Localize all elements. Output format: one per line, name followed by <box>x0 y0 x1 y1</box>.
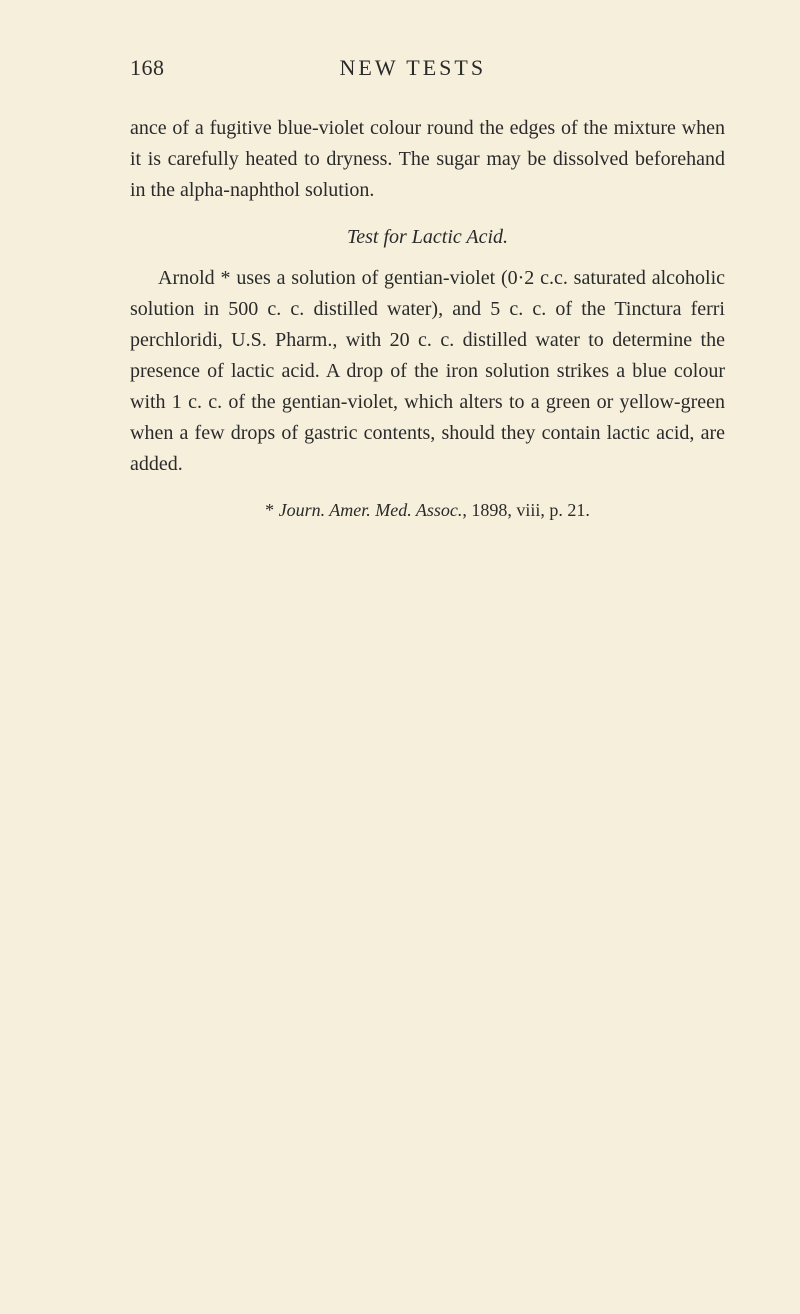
page-title: NEW TESTS <box>340 55 487 81</box>
footnote-journal: Journ. Amer. Med. Assoc. <box>279 500 463 520</box>
page-number: 168 <box>130 55 165 81</box>
footnote: * Journ. Amer. Med. Assoc., 1898, viii, … <box>130 500 725 521</box>
page-header: 168 NEW TESTS <box>130 55 725 81</box>
footnote-rest: , 1898, viii, p. 21. <box>462 500 590 520</box>
footnote-marker: * <box>265 500 279 520</box>
section-title: Test for Lactic Acid. <box>130 226 725 249</box>
paragraph-1: ance of a fugitive blue-violet colour ro… <box>130 113 725 206</box>
paragraph-2: Arnold * uses a solution of gentian-viol… <box>130 263 725 480</box>
